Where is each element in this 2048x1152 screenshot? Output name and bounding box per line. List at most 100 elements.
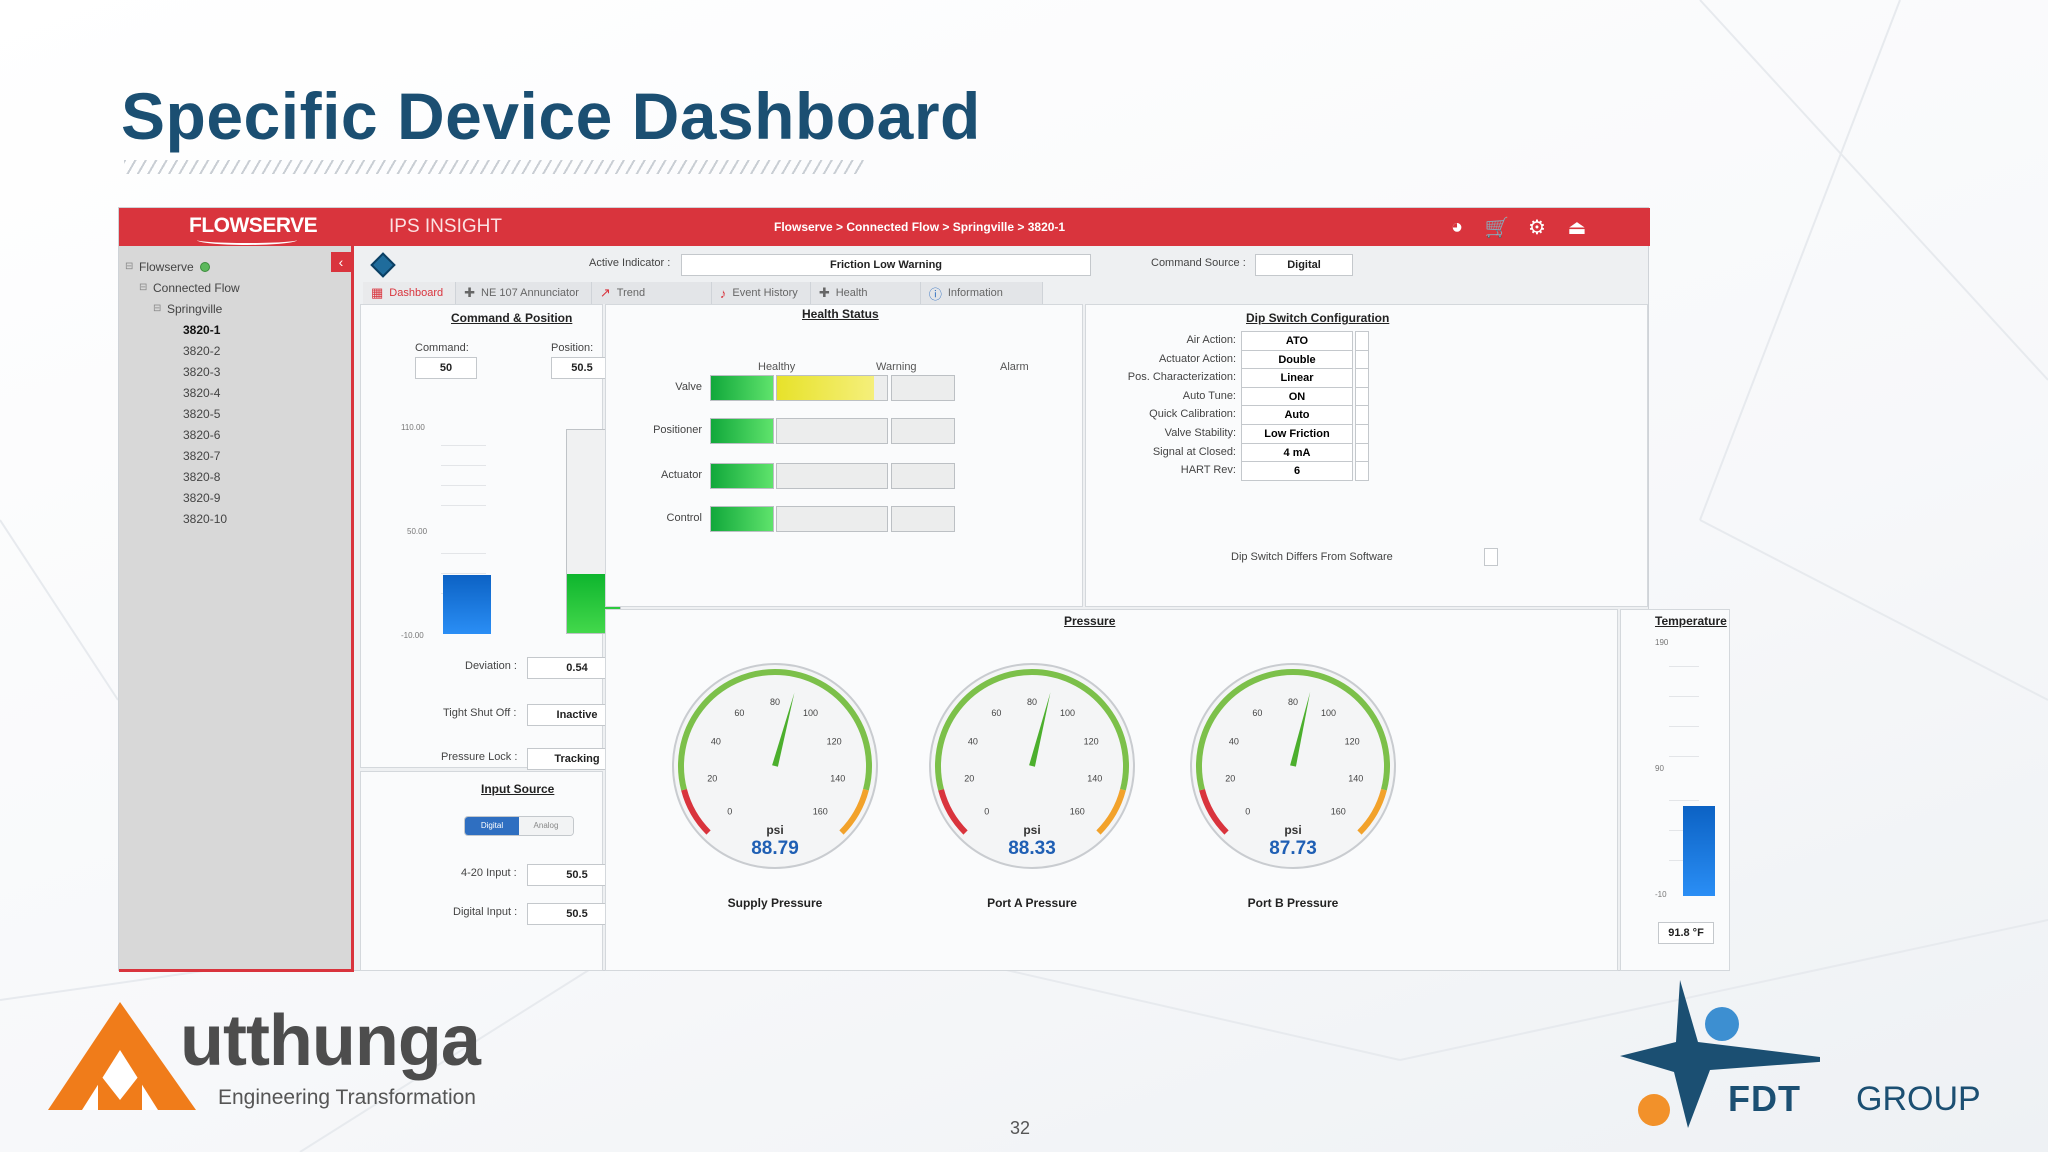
dip-switch-value: Auto [1241, 405, 1353, 426]
cart-icon[interactable]: 🛒 [1484, 216, 1510, 239]
gauge-caption-port-b: Port B Pressure [1247, 896, 1339, 910]
pressure-panel: Pressure 0 20 40 60 80 100 120 140 160 psi 88.79 0 2… [605, 609, 1618, 971]
gauge-unit: psi [1023, 823, 1040, 837]
dip-switch-label: HART Rev: [1180, 464, 1236, 477]
health-cell-alarm [891, 463, 955, 489]
gauge-needle [772, 692, 795, 767]
expand-icon[interactable]: ⊟ [125, 261, 134, 272]
expand-icon[interactable]: ⊟ [139, 282, 148, 293]
tree-device[interactable]: 3820-3 [183, 364, 221, 379]
dip-switch-value: ATO [1241, 331, 1353, 351]
active-indicator-value: Friction Low Warning [681, 254, 1091, 276]
tree-group-label: Connected Flow [153, 280, 240, 295]
toggle-digital[interactable]: Digital [465, 817, 519, 835]
health-cell-alarm [891, 506, 955, 532]
position-value: 50.5 [551, 357, 613, 379]
dip-switch-value: 4 mA [1241, 442, 1353, 463]
fdt-group-wordmark: GROUP [1856, 1080, 1981, 1118]
toggle-analog[interactable]: Analog [519, 817, 573, 835]
pressure-title: Pressure [1064, 614, 1116, 628]
tab-label: Information [947, 287, 1003, 299]
health-col-alarm: Alarm [1000, 361, 1029, 373]
dip-switch-checkbox [1355, 405, 1369, 426]
fdt-group-logo: FDT GROUP [1620, 980, 2000, 1130]
tab-trend[interactable]: ↗ Trend [591, 282, 712, 304]
health-status-title: Health Status [802, 307, 879, 321]
input-source-toggle[interactable]: Digital Analog [464, 816, 574, 836]
user-icon[interactable]: ◕ [1450, 215, 1464, 238]
tree-group[interactable]: ⊟ Connected Flow [125, 277, 240, 298]
health-cell-warning [776, 506, 888, 532]
gauge-tick-label: 20 [1225, 773, 1235, 783]
health-status-panel: Health Status Healthy Warning Alarm Valv… [605, 304, 1083, 607]
active-indicator-label: Active Indicator : [589, 257, 671, 269]
gauge-tick-label: 0 [727, 806, 732, 816]
gridline [1669, 726, 1699, 727]
brand-logo[interactable]: FLOWSERVE [189, 214, 318, 237]
deviation-label: Deviation : [465, 660, 517, 672]
health-cell-warning [776, 418, 888, 444]
tab-event-history[interactable]: ♪ Event History [711, 282, 811, 304]
tree-device[interactable]: 3820-9 [183, 490, 221, 505]
gauge-tick-label: 100 [803, 708, 818, 718]
axis-tick-mid: 50.00 [407, 527, 428, 536]
health-row-label: Positioner [653, 424, 702, 436]
temp-axis-mid: 90 [1655, 764, 1664, 773]
brand-swoosh [197, 235, 297, 245]
tree-device[interactable]: 3820-2 [183, 343, 221, 358]
tree-device-selected[interactable]: 3820-1 [183, 322, 221, 337]
temperature-value: 91.8 °F [1658, 922, 1714, 944]
gauge-tick-label: 20 [707, 773, 717, 783]
gauge-value: 88.33 [1008, 838, 1056, 859]
health-cell-fill [711, 419, 773, 443]
tree-device[interactable]: 3820-5 [183, 406, 221, 421]
tab-ne107-annunciator[interactable]: ✚ NE 107 Annunciator [456, 282, 592, 304]
dip-switch-value: Low Friction [1241, 424, 1353, 444]
digital-input-label: Digital Input : [453, 906, 518, 918]
command-position-panel: Command & Position Command: 50 Position:… [360, 304, 627, 770]
dip-switch-checkbox [1355, 442, 1369, 463]
dip-switch-differs-checkbox [1484, 548, 1498, 566]
pressure-gauges: 020406080100120140160psi88.7902040608010… [672, 663, 1396, 869]
tree-device[interactable]: 3820-6 [183, 427, 221, 442]
tab-information[interactable]: ⓘ Information [920, 282, 1043, 304]
dip-switch-panel: Dip Switch Configuration Air Action: ATO A… [1085, 304, 1648, 607]
command-value: 50 [415, 357, 477, 379]
tree-site[interactable]: ⊟ Springville [125, 298, 240, 319]
health-cell-alarm [891, 418, 955, 444]
gauge-needle [1290, 691, 1311, 767]
input-420-label: 4-20 Input : [461, 867, 517, 879]
gauge-tick-label: 60 [734, 708, 744, 718]
gauge-tick-label: 120 [1084, 737, 1099, 747]
breadcrumb[interactable]: Flowserve > Connected Flow > Springville… [774, 220, 1066, 234]
dip-switch-label: Quick Calibration: [1149, 408, 1236, 421]
tab-dashboard[interactable]: ▦ Dashboard [363, 282, 457, 304]
page-number: 32 [1010, 1118, 1031, 1138]
command-label: Command: [415, 342, 469, 354]
expand-icon[interactable]: ⊟ [153, 303, 162, 314]
dip-switch-checkbox [1355, 461, 1369, 482]
tree-device[interactable]: 3820-7 [183, 448, 221, 463]
collapse-sidebar-button[interactable]: ‹ [331, 252, 351, 272]
gauge-tick-label: 100 [1060, 708, 1075, 718]
tree-device[interactable]: 3820-8 [183, 469, 221, 484]
tree-device[interactable]: 3820-4 [183, 385, 221, 400]
tab-health[interactable]: ✚ Health [810, 282, 921, 304]
gridline [1669, 666, 1699, 667]
gauge-tick-label: 40 [968, 737, 978, 747]
axis-tick-top: 110.00 [401, 423, 425, 432]
tree-root[interactable]: ⊟ Flowserve [125, 256, 240, 277]
tab-label: Event History [732, 287, 798, 299]
dashboard-window: FLOWSERVE IPS INSIGHT Flowserve > Connec… [118, 207, 1730, 972]
gauge-arc-normal [935, 669, 1129, 791]
gauge-arc-normal [1196, 669, 1390, 791]
utthunga-mark-icon [48, 1002, 196, 1110]
logout-icon[interactable]: ⏏ [1567, 216, 1587, 239]
tree-device[interactable]: 3820-10 [183, 511, 228, 526]
gauge-arc-high [839, 788, 869, 835]
gridline [1669, 800, 1699, 801]
settings-icon[interactable]: ⚙ [1528, 216, 1546, 239]
health-cell-alarm [891, 375, 955, 401]
dip-switch-title: Dip Switch Configuration [1246, 311, 1390, 325]
gauge-caption-supply: Supply Pressure [727, 896, 823, 910]
